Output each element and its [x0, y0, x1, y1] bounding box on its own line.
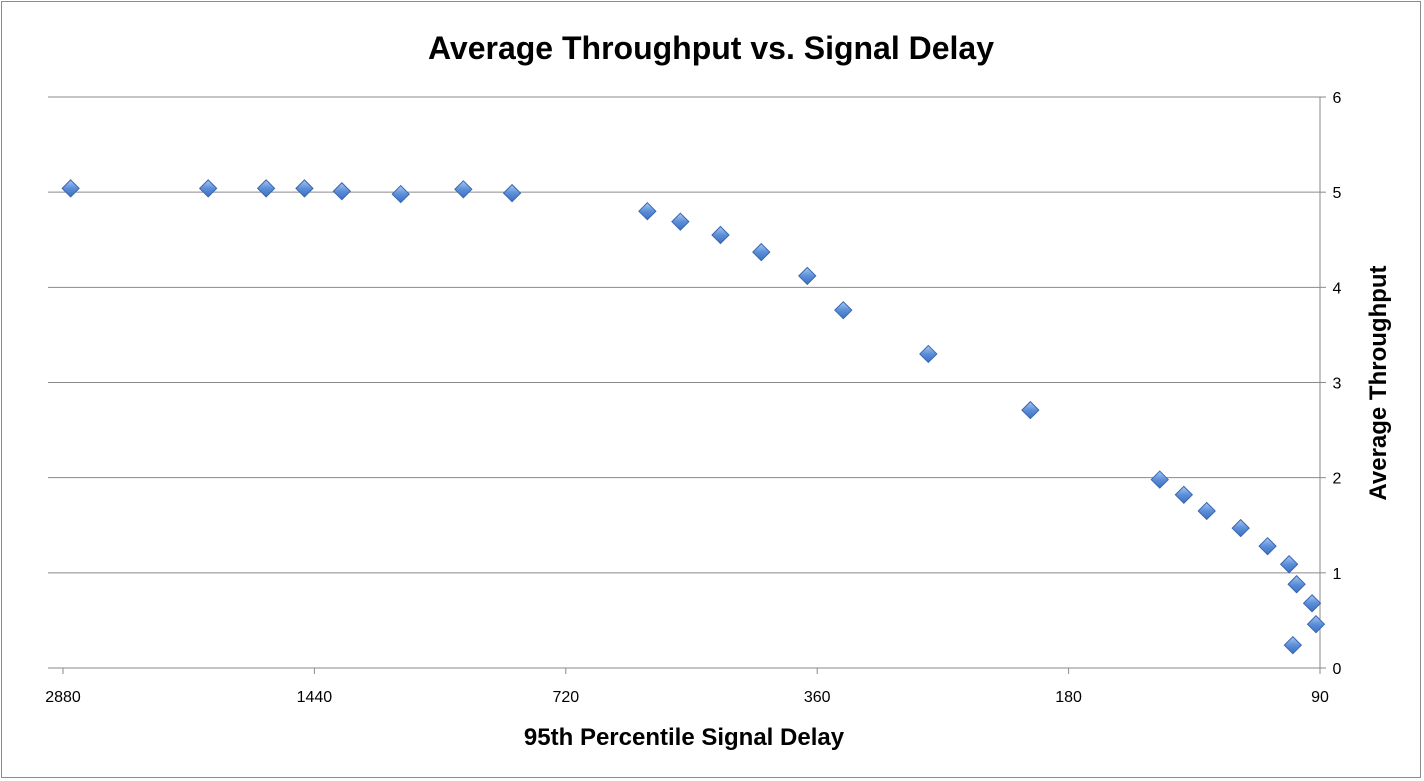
data-point: [752, 242, 771, 262]
data-point: [502, 183, 522, 203]
x-tick-label: 180: [1055, 689, 1082, 706]
y-tick-label: 4: [1333, 280, 1342, 297]
x-tick-label: 90: [1311, 689, 1329, 706]
data-point: [1021, 400, 1040, 420]
x-axis-title: 95th Percentile Signal Delay: [524, 724, 845, 751]
data-points: [61, 179, 1326, 655]
data-point: [1287, 575, 1306, 594]
y-tick-label: 5: [1333, 185, 1342, 202]
data-point: [798, 266, 817, 286]
y-tick-label: 2: [1333, 471, 1342, 488]
data-point: [919, 344, 938, 364]
data-point: [711, 225, 730, 245]
gridlines: [48, 96, 1320, 574]
data-point: [1279, 555, 1299, 574]
data-point: [638, 201, 657, 221]
x-tick-label: 360: [804, 689, 831, 706]
x-tick-label: 1440: [297, 689, 333, 706]
y-tick-label: 3: [1333, 376, 1342, 393]
data-point: [1258, 536, 1277, 556]
data-point: [834, 300, 853, 320]
chart-title: Average Throughput vs. Signal Delay: [428, 30, 994, 66]
y-tick-label: 6: [1333, 90, 1342, 107]
data-point: [1231, 518, 1250, 538]
data-point: [198, 179, 218, 198]
y-tick-label: 1: [1333, 566, 1342, 583]
data-point: [1150, 470, 1169, 489]
y-tick-label: 0: [1333, 661, 1342, 678]
x-tick-label: 2880: [45, 689, 81, 706]
tick-labels: 0 1 2 3 4 5 6 2880 1440 720 360 180 90: [45, 90, 1341, 706]
data-point: [256, 179, 276, 198]
data-point: [1283, 635, 1303, 655]
data-point: [1302, 594, 1322, 613]
x-tick-label: 720: [552, 689, 579, 706]
data-point: [671, 212, 690, 231]
data-point: [295, 179, 314, 198]
y-axis-title: Average Throughput: [1365, 265, 1392, 500]
axes: [48, 96, 1326, 674]
data-point: [1174, 485, 1194, 505]
data-point: [454, 180, 473, 199]
data-point: [332, 182, 352, 201]
data-point: [391, 184, 410, 204]
data-point: [1306, 615, 1326, 634]
data-point: [1197, 501, 1216, 521]
data-point: [61, 179, 80, 198]
